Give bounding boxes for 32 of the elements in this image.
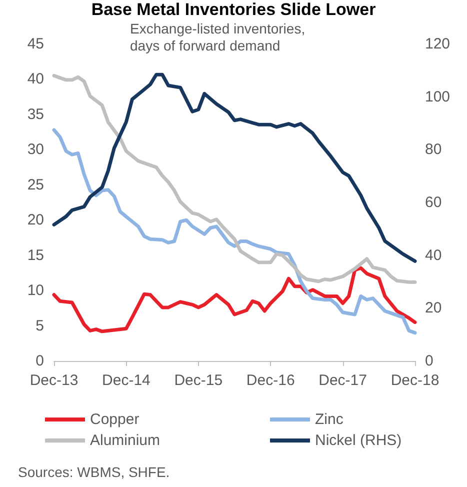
y2-tick-label: 120 <box>425 36 450 52</box>
x-tick-label: Dec-14 <box>102 372 150 389</box>
y2-tick-label: 80 <box>425 141 442 158</box>
y-tick-label: 0 <box>36 352 44 370</box>
source-note: Sources: WBMS, SHFE. <box>18 464 170 480</box>
y-tick-label: 5 <box>36 317 44 334</box>
x-tick-label: Dec-16 <box>246 372 295 389</box>
y-tick-label: 45 <box>27 36 44 52</box>
y-tick-label: 15 <box>27 246 44 264</box>
y2-tick-label: 20 <box>425 300 442 317</box>
line-series <box>52 128 417 335</box>
x-tick-label: Dec-17 <box>318 372 367 389</box>
y2-tick-label: 60 <box>425 194 442 211</box>
x-tick-label: Dec-18 <box>390 372 440 389</box>
y-tick-label: 30 <box>27 141 44 158</box>
chart-title: Base Metal Inventories Slide Lower <box>91 0 376 19</box>
chart-subtitle: Exchange-listed inventories, days of forward demand <box>130 20 306 54</box>
legend-label: Nickel (RHS) <box>315 432 402 449</box>
y-tick-label: 35 <box>27 106 44 123</box>
y-tick-label: 40 <box>27 70 44 88</box>
legend-label: Aluminium <box>90 432 160 449</box>
x-tick-label: Dec-15 <box>174 372 223 389</box>
y-tick-label: 20 <box>27 212 44 229</box>
legend-label: Copper <box>90 411 140 428</box>
y2-tick-label: 0 <box>425 352 434 370</box>
x-tick-label: Dec-13 <box>30 372 78 389</box>
line-series <box>52 266 417 334</box>
y-tick-label: 10 <box>27 282 44 300</box>
y2-tick-label: 100 <box>425 88 450 106</box>
y2-tick-label: 40 <box>425 246 442 264</box>
y-tick-label: 25 <box>27 176 44 194</box>
legend-label: Zinc <box>315 411 344 428</box>
